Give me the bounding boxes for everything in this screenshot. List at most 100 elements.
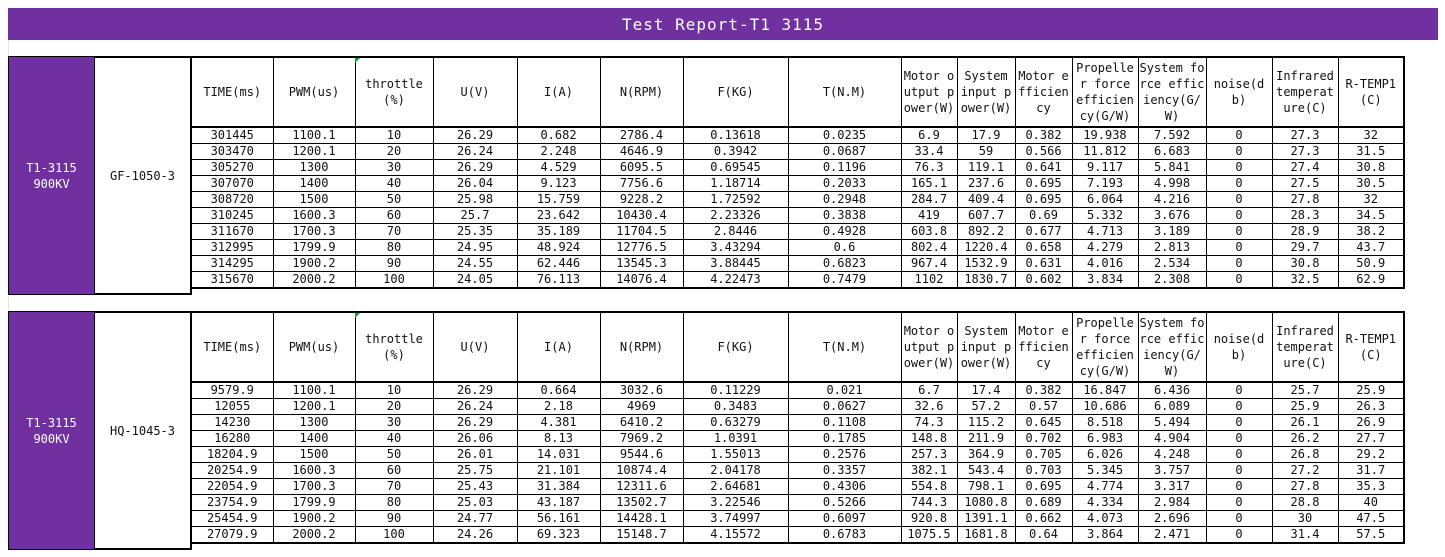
table-row: 312995 1799.9 80 24.95 48.924 12776.5 3.43294 0… (192, 239, 1405, 256)
table-cell: 4.334 (1072, 494, 1139, 511)
table-cell: 16.847 (1072, 382, 1139, 399)
table-cell: 10.686 (1072, 398, 1139, 415)
column-header: I(A) (517, 311, 601, 383)
table-cell: 308720 (192, 191, 274, 208)
table-cell: 284.7 (901, 191, 958, 208)
table-cell: 419 (901, 207, 958, 224)
table-cell: 1600.3 (273, 462, 356, 479)
table-row: 311670 1700.3 70 25.35 35.189 11704.5 2.8446 0.… (192, 223, 1405, 240)
test-block: T1-3115 900KV HQ-1045-3 TIME(ms) PWM(us) thro… (8, 311, 1438, 550)
table-cell: 0 (1206, 239, 1273, 256)
table-cell: 0 (1206, 526, 1273, 544)
table-cell: 312995 (192, 239, 274, 256)
table-cell: 4.904 (1138, 430, 1207, 447)
table-cell: 28.9 (1272, 223, 1339, 240)
column-header: System input power(W) (957, 311, 1016, 383)
table-cell: 80 (355, 239, 434, 256)
column-header: F(KG) (683, 311, 789, 383)
table-cell: 967.4 (901, 255, 958, 272)
table-cell: 0.6097 (788, 510, 902, 527)
column-header: T(N.M) (788, 311, 902, 383)
table-cell: 0.695 (1015, 478, 1073, 495)
table-cell: 0.695 (1015, 175, 1073, 192)
table-cell: 3.22546 (683, 494, 789, 511)
spacer-row (8, 295, 1439, 311)
table-cell: 2786.4 (600, 127, 684, 144)
table-cell: 76.113 (517, 271, 601, 289)
table-cell: 148.8 (901, 430, 958, 447)
table-cell: 0.382 (1015, 127, 1073, 144)
column-header: Propeller force efficiency(G/W) (1072, 56, 1139, 128)
table-cell: 4.774 (1072, 478, 1139, 495)
table-cell: 0.7479 (788, 271, 902, 289)
spacer-row (8, 40, 1439, 56)
table-cell: 0.382 (1015, 382, 1073, 399)
column-header: U(V) (433, 311, 518, 383)
table-cell: 2.248 (517, 143, 601, 160)
table-cell: 2.534 (1138, 255, 1207, 272)
table-cell: 2.8446 (683, 223, 789, 240)
table-cell: 31.4 (1272, 526, 1339, 544)
table-cell: 70 (355, 478, 434, 495)
table-cell: 7756.6 (600, 175, 684, 192)
table-cell: 4.073 (1072, 510, 1139, 527)
table-cell: 11704.5 (600, 223, 684, 240)
table-cell: 237.6 (957, 175, 1016, 192)
table-cell: 50.9 (1338, 255, 1405, 272)
table-cell: 1830.7 (957, 271, 1016, 289)
table-cell: 0 (1206, 159, 1273, 176)
table-cell: 1.55013 (683, 446, 789, 463)
table-row: 305270 1300 30 26.29 4.529 6095.5 0.69545 0.119… (192, 159, 1405, 176)
table-cell: 892.2 (957, 223, 1016, 240)
table-cell: 26.8 (1272, 446, 1339, 463)
table-cell: 15148.7 (600, 526, 684, 544)
table-cell: 27.7 (1338, 430, 1405, 447)
table-cell: 3.189 (1138, 223, 1207, 240)
table-cell: 22054.9 (192, 478, 274, 495)
table-cell: 6.436 (1138, 382, 1207, 399)
table-cell: 70 (355, 223, 434, 240)
table-cell: 1.0391 (683, 430, 789, 447)
column-header: Motor output power(W) (901, 311, 958, 383)
table-cell: 3.757 (1138, 462, 1207, 479)
column-header: R-TEMP1(C) (1338, 56, 1405, 128)
table-cell: 26.29 (433, 127, 518, 144)
column-header: Propeller force efficiency(G/W) (1072, 311, 1139, 383)
table-cell: 11.812 (1072, 143, 1139, 160)
table-row: 23754.9 1799.9 80 25.03 43.187 13502.7 3.22546… (192, 494, 1405, 511)
table-cell: 0 (1206, 207, 1273, 224)
column-header: throttle(%) (355, 56, 434, 128)
table-cell: 50 (355, 191, 434, 208)
table-cell: 0 (1206, 271, 1273, 289)
table-cell: 0.2033 (788, 175, 902, 192)
table-cell: 4.15572 (683, 526, 789, 544)
column-header: F(KG) (683, 56, 789, 128)
table-cell: 24.55 (433, 255, 518, 272)
table-cell: 2.64681 (683, 478, 789, 495)
table-cell: 8.13 (517, 430, 601, 447)
table-cell: 4.713 (1072, 223, 1139, 240)
column-header: System force efficiency(G/W) (1138, 56, 1207, 128)
table-cell: 0.3483 (683, 398, 789, 415)
table-cell: 0.602 (1015, 271, 1073, 289)
column-header: TIME(ms) (192, 56, 274, 128)
table-cell: 9228.2 (600, 191, 684, 208)
table-cell: 28.8 (1272, 494, 1339, 511)
table-cell: 1391.1 (957, 510, 1016, 527)
table-cell: 43.187 (517, 494, 601, 511)
table-cell: 1700.3 (273, 478, 356, 495)
table-cell: 24.77 (433, 510, 518, 527)
table-cell: 48.924 (517, 239, 601, 256)
table-cell: 1300 (273, 159, 356, 176)
table-cell: 0.63279 (683, 414, 789, 431)
table-cell: 310245 (192, 207, 274, 224)
table-cell: 301445 (192, 127, 274, 144)
table-cell: 3032.6 (600, 382, 684, 399)
table-cell: 38.2 (1338, 223, 1405, 240)
table-cell: 0.703 (1015, 462, 1073, 479)
table-cell: 100 (355, 271, 434, 289)
table-cell: 17.4 (957, 382, 1016, 399)
table-row: 20254.9 1600.3 60 25.75 21.101 10874.4 2.04178… (192, 462, 1405, 479)
table-cell: 603.8 (901, 223, 958, 240)
test-block: T1-3115 900KV GF-1050-3 TIME(ms) PWM(us) thro… (8, 56, 1438, 295)
